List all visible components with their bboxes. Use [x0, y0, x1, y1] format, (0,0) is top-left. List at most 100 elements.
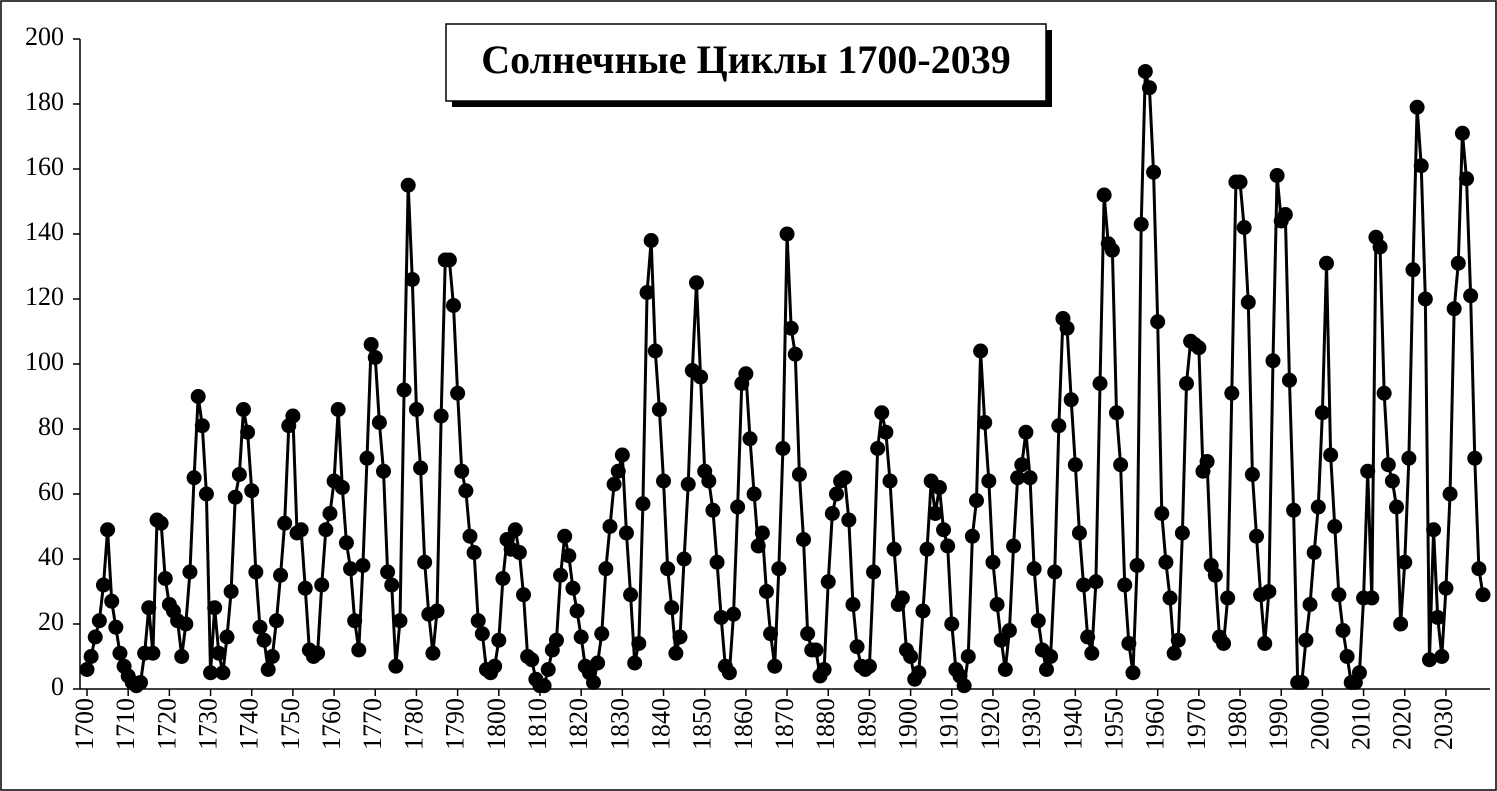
data-point [1117, 577, 1133, 593]
data-point [1236, 220, 1252, 235]
y-tick-label: 160 [25, 152, 64, 181]
data-point [940, 538, 956, 554]
data-point [470, 613, 486, 629]
x-tick-label: 1860 [729, 698, 758, 750]
data-point [462, 528, 478, 544]
data-point [1018, 424, 1034, 440]
data-point [1154, 506, 1170, 521]
data-point [1393, 616, 1409, 632]
data-point [1232, 174, 1248, 190]
data-point [1269, 168, 1285, 183]
data-point [190, 389, 206, 404]
data-point [1389, 499, 1405, 515]
data-point [870, 441, 886, 456]
x-tick-label: 1700 [70, 698, 99, 750]
data-point [919, 541, 935, 557]
data-point [363, 337, 379, 352]
data-point [828, 486, 844, 502]
data-point [540, 662, 556, 677]
data-point [1277, 207, 1293, 222]
data-point [536, 678, 552, 694]
data-point [586, 675, 602, 690]
data-point [688, 275, 704, 291]
data-point [861, 658, 877, 674]
data-point [1051, 418, 1067, 434]
data-point [1413, 158, 1429, 174]
data-point [1207, 567, 1223, 583]
data-point [664, 600, 680, 616]
data-point [598, 561, 614, 577]
data-point [968, 493, 984, 508]
data-point [618, 525, 634, 541]
data-point [511, 545, 527, 560]
chart-title: Солнечные Циклы 1700-2039 [481, 37, 1010, 82]
data-point [516, 587, 532, 603]
data-point [1216, 636, 1232, 651]
data-point [1327, 519, 1343, 534]
data-point [203, 665, 219, 681]
data-point [487, 658, 503, 674]
data-point [145, 645, 161, 661]
data-point [1360, 463, 1376, 479]
plot: 0 20 40 60 80 100 120 140 160 180 200 1700 1710 1720 1… [25, 22, 1491, 750]
data-point [396, 382, 412, 398]
data-point [1471, 561, 1487, 577]
data-point [651, 402, 667, 417]
data-point [730, 499, 746, 515]
data-point [1166, 645, 1182, 661]
data-point [404, 272, 420, 287]
data-point [338, 535, 354, 551]
data-point [1401, 450, 1417, 466]
data-point [635, 496, 651, 512]
data-point [911, 665, 927, 681]
data-point [1092, 376, 1108, 391]
data-point [1047, 564, 1063, 580]
data-point [606, 476, 622, 492]
data-point [450, 385, 466, 401]
x-tick-label: 2030 [1429, 698, 1458, 750]
data-point [388, 658, 404, 674]
x-tick-label: 1910 [935, 698, 964, 750]
data-point [763, 626, 779, 642]
data-point [808, 642, 824, 658]
data-point [1364, 590, 1380, 606]
data-point [466, 545, 482, 560]
data-point [557, 528, 573, 544]
data-point [738, 366, 754, 382]
data-point [964, 528, 980, 544]
data-point [314, 577, 330, 593]
data-point [680, 476, 696, 492]
data-point [676, 551, 692, 567]
data-point [1022, 470, 1038, 486]
y-tick-label: 200 [25, 22, 64, 51]
data-point [79, 662, 95, 677]
data-point [1372, 239, 1388, 255]
data-point [1220, 590, 1236, 606]
data-point [1006, 538, 1022, 554]
x-tick-label: 1960 [1141, 698, 1170, 750]
data-point [1063, 392, 1079, 408]
data-point [400, 177, 416, 193]
data-point [384, 577, 400, 593]
data-point [639, 285, 655, 300]
data-point [1141, 80, 1157, 96]
data-point [726, 606, 742, 622]
data-point [693, 369, 709, 385]
data-point [1162, 590, 1178, 606]
data-point [1067, 457, 1083, 473]
data-point [1335, 623, 1351, 638]
data-point [886, 541, 902, 557]
data-point [1397, 554, 1413, 570]
x-tick-label: 1780 [399, 698, 428, 750]
data-point [627, 655, 643, 671]
data-point [1179, 376, 1195, 391]
data-point [1463, 288, 1479, 304]
data-point [1191, 340, 1207, 356]
data-point [1286, 502, 1302, 518]
y-tick-label: 20 [38, 607, 64, 636]
data-point [820, 574, 836, 590]
data-point [713, 610, 729, 625]
y-tick-label: 140 [25, 217, 64, 246]
data-point [240, 424, 256, 440]
x-tick-label: 1900 [894, 698, 923, 750]
